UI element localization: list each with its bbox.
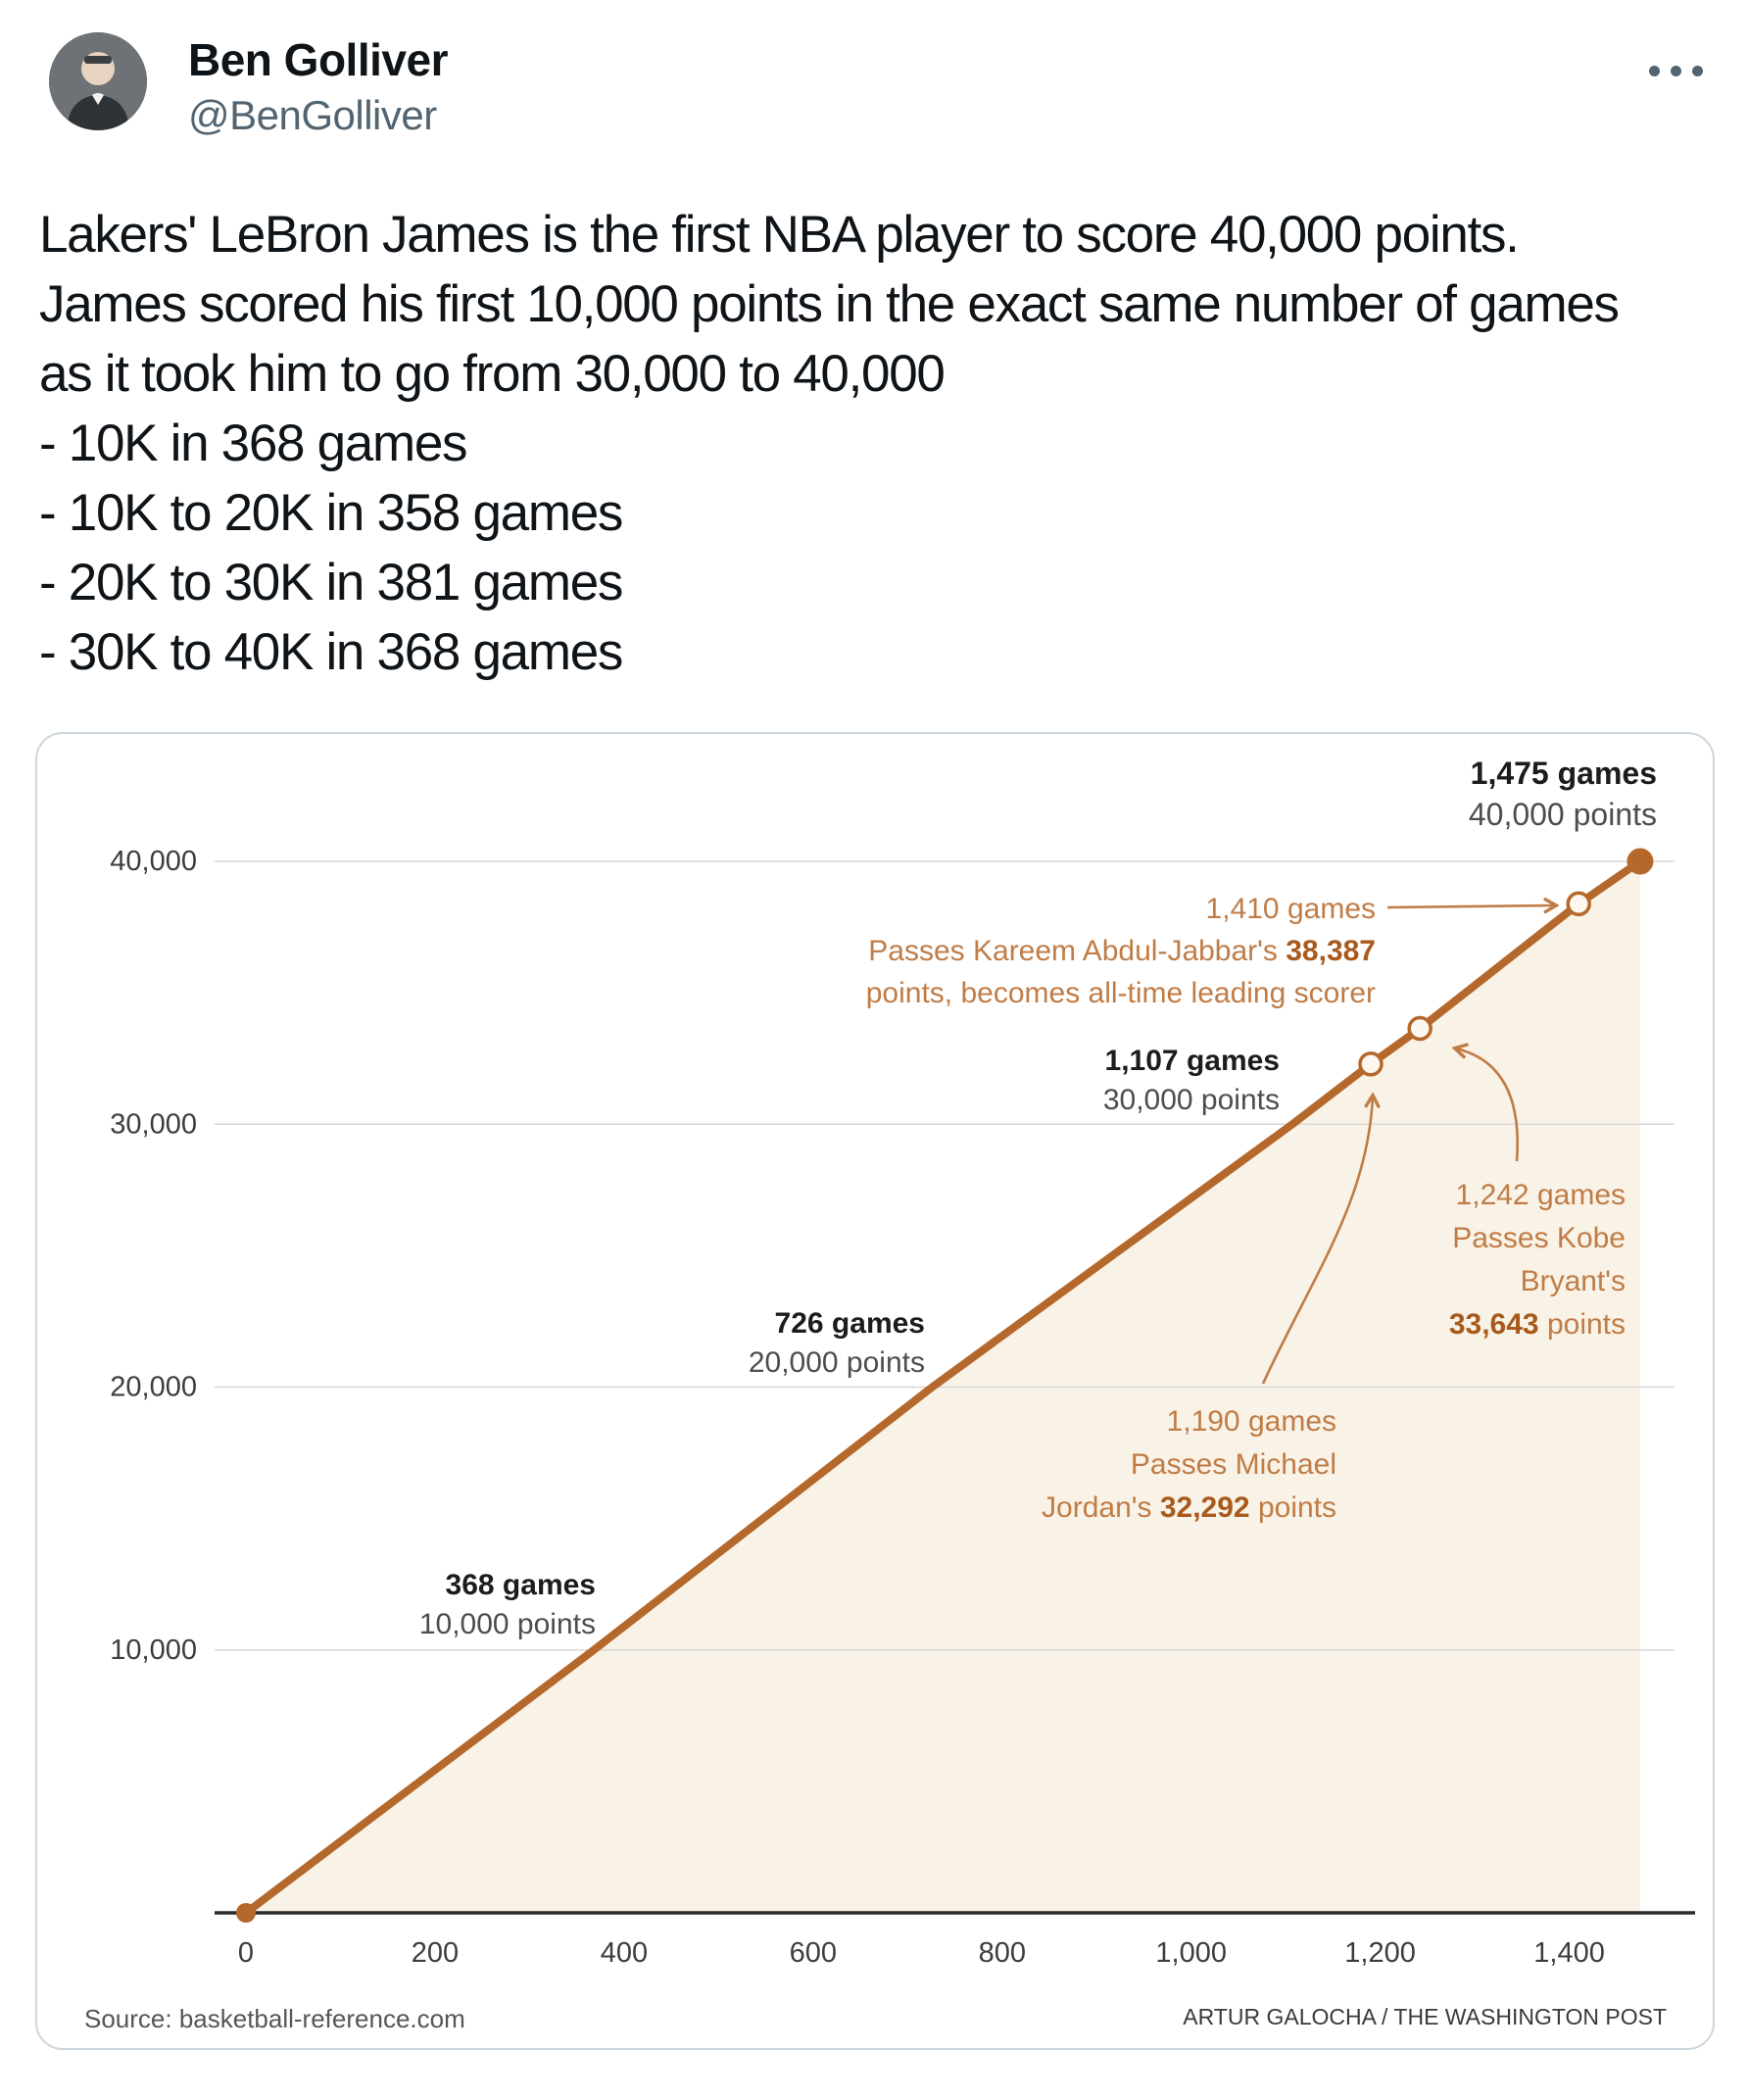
annotation-arrow [1386,905,1555,907]
tweet-text-line: - 10K in 368 games [39,415,468,472]
gridlines [215,860,1675,1651]
tweet-text-line: as it took him to go from 30,000 to 40,0… [39,345,946,403]
annotation-text: 1,475 games [1471,756,1657,791]
more-icon [1671,66,1681,76]
annotation-text: 10,000 points [419,1608,596,1640]
annotation-endpoint: 1,475 games 40,000 points [1469,756,1657,832]
tweet-header: Ben Golliver @BenGolliver [49,32,1709,138]
annotation-jordan: 1,190 games Passes Michael Jordan's 32,292… [1042,1051,1384,1524]
x-tick-label: 1,400 [1533,1937,1605,1969]
annotation-text: 1,410 games [1206,893,1376,925]
x-tick-label: 0 [238,1937,254,1969]
y-tick-label: 30,000 [110,1108,197,1140]
avatar[interactable] [49,32,147,130]
x-tick-label: 400 [601,1937,648,1969]
annotation-text: Passes Kobe [1452,1222,1626,1254]
pass-marker [1566,891,1591,917]
annotation-text: 1,242 games [1456,1179,1626,1211]
annotation-text: 1,190 games [1167,1405,1336,1438]
annotation-milestone-10k: 368 games 10,000 points [419,1569,596,1640]
end-point [1627,848,1654,875]
annotation-text: 368 games [446,1569,596,1601]
pass-marker [1407,1015,1432,1042]
x-tick-label: 600 [790,1937,837,1969]
tweet-text-line: - 30K to 40K in 368 games [39,623,623,681]
annotation-arrow [1261,1097,1373,1385]
annotation-text: Jordan's 32,292 points [1042,1491,1336,1524]
annotation-kobe: 1,242 games Passes Kobe Bryant's 33,643 poi… [1407,1015,1626,1341]
more-icon [1649,66,1660,76]
author-block: Ben Golliver @BenGolliver [188,32,448,139]
annotation-text: 1,107 games [1105,1045,1280,1077]
x-tick-label: 800 [979,1937,1026,1969]
x-tick-label: 1,000 [1155,1937,1227,1969]
avatar-photo [49,32,147,130]
y-tick-labels: 10,000 20,000 30,000 40,000 [110,846,197,1666]
y-tick-label: 40,000 [110,846,197,877]
annotation-milestone-30k: 1,107 games 30,000 points [1103,1045,1280,1116]
chart-source: Source: basketball-reference.com [84,2004,465,2033]
annotation-text: Bryant's [1521,1265,1626,1297]
line-chart: 10,000 20,000 30,000 40,000 0 200 400 600 800 1,0… [84,756,1695,2033]
tweet-text-line: Lakers' LeBron James is the first NBA pl… [39,206,1520,264]
y-tick-label: 20,000 [110,1372,197,1403]
x-tick-label: 200 [412,1937,459,1969]
tweet-text: Lakers' LeBron James is the first NBA pl… [39,200,1711,687]
chart-card: 10,000 20,000 30,000 40,000 0 200 400 600 800 1,0… [35,732,1715,2050]
annotation-text: Passes Michael [1131,1448,1336,1481]
x-tick-labels: 0 200 400 600 800 1,000 1,200 1,400 [238,1937,1605,1969]
annotation-text: 33,643 points [1449,1308,1626,1341]
annotation-text: Passes Kareem Abdul-Jabbar's 38,387 [868,935,1376,967]
data-line [242,857,1644,1917]
tweet-text-line: - 10K to 20K in 358 games [39,484,623,542]
annotation-text: 30,000 points [1103,1084,1280,1116]
annotation-text: 726 games [775,1307,925,1340]
author-name[interactable]: Ben Golliver [188,34,448,85]
more-icon [1692,66,1703,76]
tweet-text-line: James scored his first 10,000 points in … [39,275,1620,333]
pass-marker [1358,1051,1384,1077]
author-handle: @BenGolliver [188,92,437,139]
more-button[interactable] [1643,60,1709,82]
annotation-arrow [1456,1049,1519,1162]
annotation-text: points, becomes all-time leading scorer [866,977,1376,1009]
annotation-kareem: 1,410 games Passes Kareem Abdul-Jabbar's … [866,891,1591,1009]
x-tick-label: 1,200 [1344,1937,1416,1969]
annotation-milestone-20k: 726 games 20,000 points [749,1307,925,1379]
y-tick-label: 10,000 [110,1635,197,1666]
annotation-text: 20,000 points [749,1346,925,1379]
annotation-text: 40,000 points [1469,797,1657,832]
start-point [236,1903,256,1923]
chart-credit: ARTUR GALOCHA / THE WASHINGTON POST [1183,2004,1667,2029]
tweet-text-line: - 20K to 30K in 381 games [39,554,623,611]
